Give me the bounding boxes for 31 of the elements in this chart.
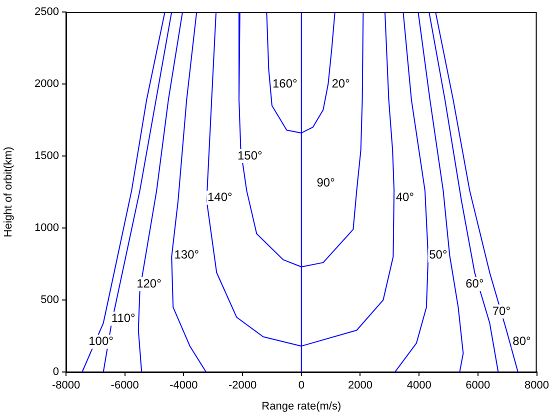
y-tick-label: 1500 [34,150,59,162]
annotation: 100° [88,334,114,348]
x-tick-label: 6000 [466,380,490,392]
y-tick-label: 1000 [34,222,59,234]
x-tick-label: -8000 [52,380,80,392]
y-tick-label: 2500 [34,6,59,18]
y-tick-label: 0 [52,366,59,378]
x-tick-label: -4000 [170,380,198,392]
annotation: 150° [237,148,262,162]
annotation: 20° [332,76,350,90]
annotation: 140° [207,190,232,204]
annotation: 70° [492,304,511,318]
annotation: 120° [136,276,162,290]
annotation: 160° [272,76,298,90]
y-tick-label: 500 [40,294,59,306]
x-tick-label: 2000 [348,380,372,392]
annotation: 50° [429,248,448,262]
x-tick-label: 8000 [524,380,550,392]
annotation: 60° [466,276,484,290]
annotation: 90° [316,176,336,190]
annotation: 110° [111,311,136,326]
annotation: 40° [396,190,414,204]
x-tick-label: -6000 [110,380,139,392]
x-tick-label: 4000 [406,380,432,392]
y-tick-label: 2000 [34,78,59,90]
y-axis-title: Height of orbit(km) [2,146,15,238]
annotation: 130° [174,248,200,262]
annotation: 80° [512,334,532,348]
x-tick-label: -2000 [228,380,257,392]
x-tick-label: 0 [298,380,304,392]
x-axis-title: Range rate(m/s) [262,400,342,412]
